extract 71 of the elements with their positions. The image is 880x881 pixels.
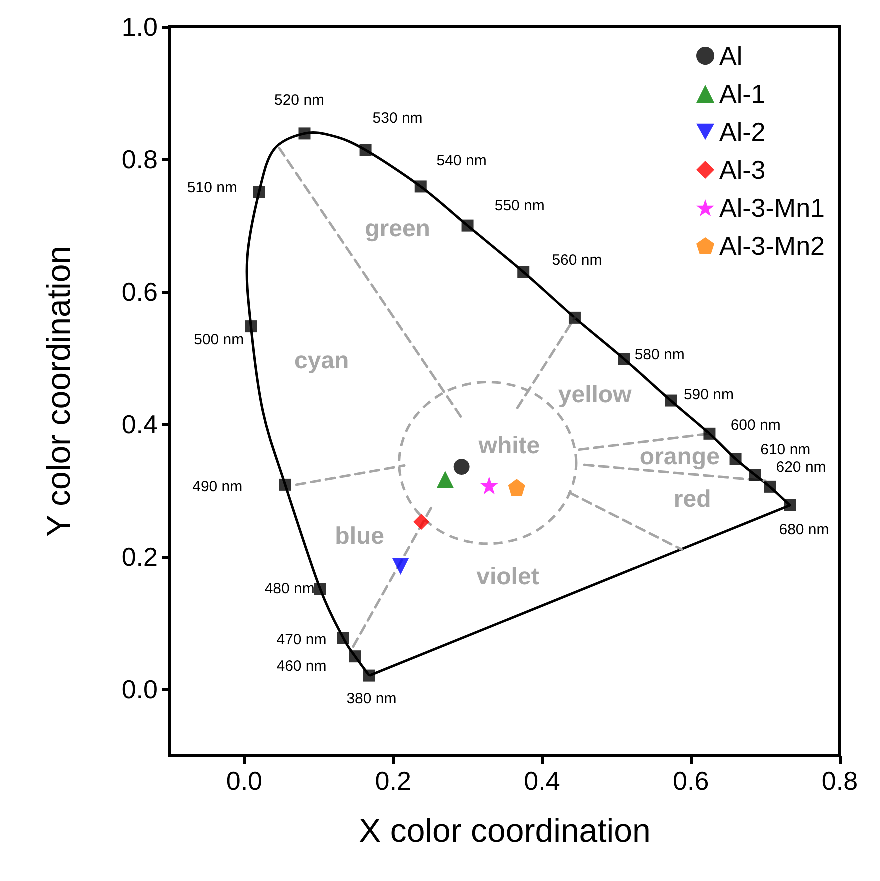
annotation: 530 nm <box>372 110 423 127</box>
annotation: 580 nm <box>634 346 685 364</box>
legend-label: Al-2 <box>720 117 766 147</box>
annotation: 480 nm <box>264 580 315 598</box>
point <box>337 632 350 644</box>
annotation: orange <box>640 444 720 471</box>
y-tick-label: 1.0 <box>122 12 158 42</box>
point <box>436 471 454 488</box>
x-tick-label: 0.6 <box>673 766 710 796</box>
x-tick-label: 0.8 <box>822 766 858 796</box>
x-tick-label: 0.0 <box>226 766 263 796</box>
annotation: 520 nm <box>274 92 325 110</box>
annotation: 470 nm <box>276 632 327 649</box>
point <box>454 459 470 476</box>
y-tick-label: 0.8 <box>122 144 158 175</box>
legend-label: Al-3-Mn2 <box>720 231 826 261</box>
annotation: 540 nm <box>436 152 487 170</box>
y-tick-label: 0.2 <box>122 542 158 572</box>
annotation: 550 nm <box>494 197 545 214</box>
y-tick-label: 0.6 <box>122 277 158 308</box>
annotation: green <box>365 216 430 243</box>
point <box>414 180 427 193</box>
point <box>618 353 630 366</box>
annotation: 560 nm <box>552 252 602 269</box>
point <box>730 453 742 466</box>
point <box>298 128 311 140</box>
annotation: 600 nm <box>730 416 781 434</box>
annotation: blue <box>335 523 385 550</box>
x-axis-title: X color coordination <box>359 812 651 849</box>
y-tick-label: 0.4 <box>122 410 158 440</box>
point <box>480 476 498 495</box>
annotation: cyan <box>294 348 350 375</box>
legend-label: Al-3-Mn1 <box>720 193 826 223</box>
point <box>764 480 776 493</box>
point <box>360 144 372 156</box>
x-tick-label: 0.2 <box>375 766 412 796</box>
legend-label: Al-1 <box>720 79 766 109</box>
annotation: 500 nm <box>194 331 244 348</box>
point <box>253 186 266 198</box>
annotation: 610 nm <box>760 441 811 458</box>
point <box>518 266 530 278</box>
annotation: yellow <box>558 381 632 408</box>
annotation: 680 nm <box>779 522 830 539</box>
point <box>245 320 258 333</box>
legend-label: Al <box>720 41 743 71</box>
legend-label: Al-3 <box>720 155 766 185</box>
x-tick-label: 0.4 <box>524 766 560 796</box>
point <box>508 479 526 496</box>
annotation: 380 nm <box>346 690 397 708</box>
point <box>279 478 292 491</box>
annotation: red <box>674 486 712 514</box>
point <box>704 428 716 440</box>
y-tick-label: 0.0 <box>122 674 158 705</box>
point <box>364 670 376 682</box>
annotation: 620 nm <box>776 459 826 476</box>
point <box>414 514 430 530</box>
point <box>665 394 678 407</box>
point <box>784 499 796 512</box>
point <box>314 582 326 595</box>
point <box>749 469 762 482</box>
y-axis-title: Y color coordination <box>40 246 77 538</box>
annotation: 460 nm <box>276 658 327 676</box>
point <box>349 650 362 663</box>
point <box>462 220 474 232</box>
annotation: white <box>478 432 540 460</box>
point <box>568 312 581 324</box>
annotation: 490 nm <box>192 478 243 496</box>
point <box>392 558 410 575</box>
annotation: 510 nm <box>187 180 238 197</box>
annotation: violet <box>476 564 540 591</box>
annotation: 590 nm <box>684 386 734 404</box>
